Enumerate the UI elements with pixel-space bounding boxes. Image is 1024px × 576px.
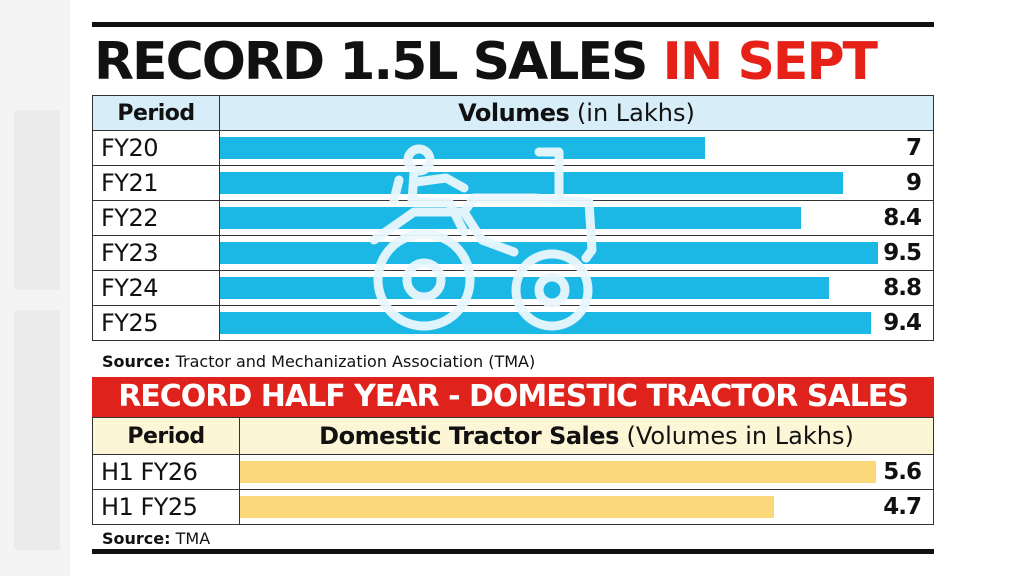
- period-label: FY21: [92, 165, 220, 201]
- period-label: H1 FY25: [92, 489, 240, 525]
- sales-header-bold: Domestic Tractor Sales: [319, 422, 619, 450]
- volumes-header: Volumes (in Lakhs): [219, 95, 934, 131]
- bar-cell: 8.8: [219, 270, 934, 306]
- table-row: H1 FY25 4.7: [92, 489, 934, 525]
- half-year-banner: RECORD HALF YEAR - DOMESTIC TRACTOR SALE…: [92, 377, 934, 417]
- source-text: Tractor and Mechanization Association (T…: [170, 352, 536, 371]
- top-rule: [92, 22, 934, 27]
- bar-cell: 5.6: [239, 454, 934, 490]
- bar-cell: 8.4: [219, 200, 934, 236]
- headline-red: IN SEPT: [662, 32, 879, 92]
- sales-header-unit: (Volumes in Lakhs): [618, 422, 854, 450]
- source-label: Source:: [102, 352, 171, 371]
- value-label: 5.6: [883, 459, 922, 485]
- bar-cell: 4.7: [239, 489, 934, 525]
- bar-cell: 9.5: [219, 235, 934, 271]
- value-label: 7: [905, 135, 922, 161]
- headline: RECORD 1.5L SALES IN SEPT: [94, 31, 879, 93]
- bar-cell: 9.4: [219, 305, 934, 341]
- table-row: FY24 8.8: [92, 270, 934, 306]
- source-text: TMA: [170, 529, 211, 548]
- bottom-rule: [92, 549, 934, 554]
- table-row: FY23 9.5: [92, 235, 934, 271]
- bar: [220, 172, 843, 194]
- period-header: Period: [92, 95, 220, 131]
- period-header: Period: [92, 417, 240, 455]
- background-margin: [0, 0, 70, 576]
- period-label: FY24: [92, 270, 220, 306]
- bar-cell: 9: [219, 165, 934, 201]
- table-row: H1 FY26 5.6: [92, 454, 934, 490]
- fy-volumes-table: Period Volumes (in Lakhs) FY20 7 FY21 9 FY22…: [92, 95, 934, 341]
- bar: [240, 496, 774, 518]
- background-block: [14, 310, 60, 550]
- value-label: 9.4: [883, 310, 922, 336]
- sales-header: Domestic Tractor Sales (Volumes in Lakhs…: [239, 417, 934, 455]
- period-label: FY23: [92, 235, 220, 271]
- value-label: 9: [905, 170, 922, 196]
- volumes-header-unit: (in Lakhs): [569, 99, 695, 127]
- source-note-1: Source: Tractor and Mechanization Associ…: [102, 352, 535, 371]
- period-label: FY25: [92, 305, 220, 341]
- volumes-header-bold: Volumes: [458, 99, 570, 127]
- table-row: FY25 9.4: [92, 305, 934, 341]
- table-row: FY21 9: [92, 165, 934, 201]
- value-label: 8.8: [883, 275, 922, 301]
- value-label: 9.5: [883, 240, 922, 266]
- headline-black: RECORD 1.5L SALES: [94, 32, 663, 92]
- background-block: [14, 110, 60, 290]
- bar-cell: 7: [219, 130, 934, 166]
- period-label: FY22: [92, 200, 220, 236]
- table-row: FY20 7: [92, 130, 934, 166]
- source-label: Source:: [102, 529, 171, 548]
- bar: [220, 312, 871, 334]
- period-label: FY20: [92, 130, 220, 166]
- bar: [220, 207, 802, 229]
- source-note-2: Source: TMA: [102, 529, 210, 548]
- value-label: 4.7: [883, 494, 922, 520]
- bar: [220, 137, 705, 159]
- bar: [220, 242, 878, 264]
- half-year-table: Period Domestic Tractor Sales (Volumes i…: [92, 417, 934, 525]
- bar: [240, 461, 877, 483]
- bar: [220, 277, 830, 299]
- table-header: Period Domestic Tractor Sales (Volumes i…: [92, 417, 934, 455]
- table-row: FY22 8.4: [92, 200, 934, 236]
- table-header: Period Volumes (in Lakhs): [92, 95, 934, 131]
- value-label: 8.4: [883, 205, 922, 231]
- period-label: H1 FY26: [92, 454, 240, 490]
- infographic: RECORD 1.5L SALES IN SEPT Period Volumes…: [92, 22, 934, 556]
